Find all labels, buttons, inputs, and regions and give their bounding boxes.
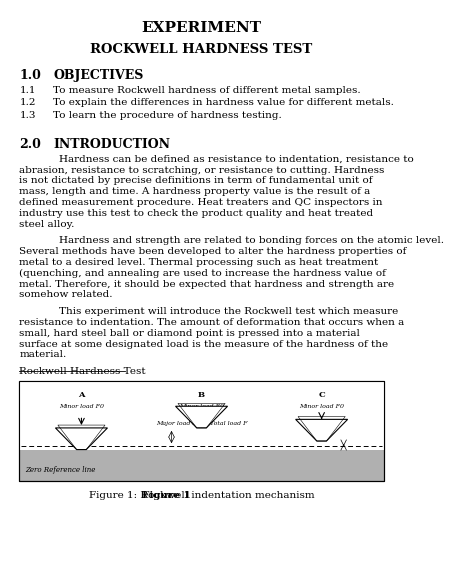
Text: ROCKWELL HARDNESS TEST: ROCKWELL HARDNESS TEST: [91, 43, 313, 56]
Text: Hardness can be defined as resistance to indentation, resistance to: Hardness can be defined as resistance to…: [59, 155, 414, 164]
Text: somehow related.: somehow related.: [19, 291, 113, 300]
Text: 2.0: 2.0: [19, 138, 41, 151]
Text: Figure 1: Rockwell indentation mechanism: Figure 1: Rockwell indentation mechanism: [89, 491, 314, 500]
Text: steel alloy.: steel alloy.: [19, 220, 75, 229]
Text: surface at some designated load is the measure of the hardness of the: surface at some designated load is the m…: [19, 340, 389, 348]
Polygon shape: [55, 428, 108, 450]
Text: INTRODUCTION: INTRODUCTION: [54, 138, 171, 151]
Text: Zero Reference line: Zero Reference line: [26, 466, 96, 474]
Text: defined measurement procedure. Heat treaters and QC inspectors in: defined measurement procedure. Heat trea…: [19, 198, 383, 207]
Text: industry use this test to check the product quality and heat treated: industry use this test to check the prod…: [19, 209, 374, 218]
Text: plus: plus: [195, 413, 208, 418]
Text: Minor load F0: Minor load F0: [59, 404, 104, 409]
Polygon shape: [296, 419, 347, 441]
Text: 1.1: 1.1: [19, 86, 36, 95]
Text: Rockwell Hardness Test: Rockwell Hardness Test: [19, 367, 146, 376]
Text: To learn the procedure of hardness testing.: To learn the procedure of hardness testi…: [54, 111, 282, 120]
Text: is not dictated by precise definitions in term of fundamental unit of: is not dictated by precise definitions i…: [19, 176, 373, 186]
Bar: [19, 381, 383, 450]
Text: C: C: [318, 391, 325, 399]
Text: A: A: [78, 391, 85, 399]
Text: Hardness and strength are related to bonding forces on the atomic level.: Hardness and strength are related to bon…: [59, 236, 445, 245]
Bar: [19, 381, 383, 481]
Text: abrasion, resistance to scratching, or resistance to cutting. Hardness: abrasion, resistance to scratching, or r…: [19, 166, 385, 175]
Text: (quenching, and annealing are used to increase the hardness value of: (quenching, and annealing are used to in…: [19, 269, 386, 278]
Text: metal. Therefore, it should be expected that hardness and strength are: metal. Therefore, it should be expected …: [19, 280, 394, 289]
Text: metal to a desired level. Thermal processing such as heat treatment: metal to a desired level. Thermal proces…: [19, 258, 379, 267]
Text: EXPERIMENT: EXPERIMENT: [142, 21, 262, 36]
Text: Minor load F0: Minor load F0: [299, 404, 344, 409]
Polygon shape: [175, 406, 228, 428]
Text: resistance to indentation. The amount of deformation that occurs when a: resistance to indentation. The amount of…: [19, 318, 405, 327]
Text: mass, length and time. A hardness property value is the result of a: mass, length and time. A hardness proper…: [19, 187, 371, 197]
Text: Figure 1: Figure 1: [142, 491, 191, 500]
Text: 1.2: 1.2: [19, 99, 36, 107]
Text: Several methods have been developed to alter the hardness properties of: Several methods have been developed to a…: [19, 247, 407, 256]
Text: small, hard steel ball or diamond point is pressed into a material: small, hard steel ball or diamond point …: [19, 329, 360, 337]
Text: This experiment will introduce the Rockwell test which measure: This experiment will introduce the Rockw…: [59, 307, 399, 316]
Text: material.: material.: [19, 350, 67, 359]
Text: To measure Rockwell hardness of different metal samples.: To measure Rockwell hardness of differen…: [54, 86, 361, 95]
Text: To explain the differences in hardness value for different metals.: To explain the differences in hardness v…: [54, 99, 394, 107]
Text: 1.0: 1.0: [19, 69, 41, 82]
Text: Major load F1 = Total load F: Major load F1 = Total load F: [156, 421, 247, 426]
Text: Minor load F0: Minor load F0: [179, 404, 224, 409]
Bar: [19, 381, 383, 481]
Text: 1.3: 1.3: [19, 111, 36, 120]
Text: OBJECTIVES: OBJECTIVES: [54, 69, 144, 82]
Text: B: B: [198, 391, 205, 399]
